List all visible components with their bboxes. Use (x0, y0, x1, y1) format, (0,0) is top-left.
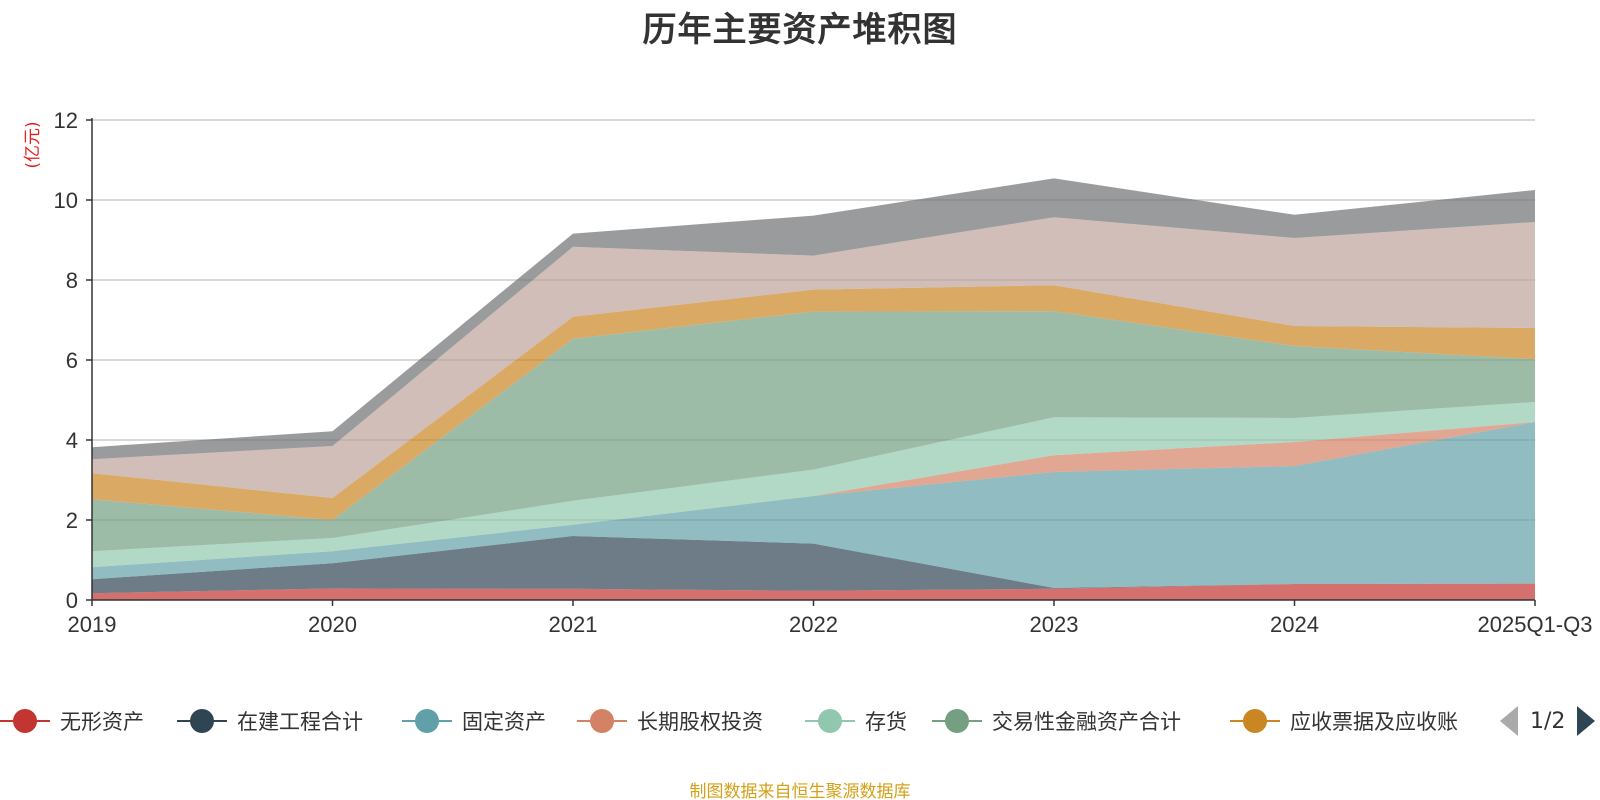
chart-title: 历年主要资产堆积图 (642, 10, 958, 50)
legend-item[interactable]: 长期股权投资 (577, 706, 763, 736)
legend-item[interactable]: 应收票据及应收账 (1230, 706, 1458, 736)
area-9 (92, 178, 1535, 460)
area-7 (92, 285, 1535, 520)
legend-label: 在建工程合计 (237, 710, 363, 734)
y-tick-label: 6 (66, 348, 78, 373)
x-tick-label: 2024 (1270, 612, 1319, 637)
page-indicator: 1/2 (1530, 708, 1566, 734)
legend-marker-icon (932, 706, 982, 736)
legend-item[interactable]: 交易性金融资产合计 (932, 706, 1181, 736)
x-tick-label: 2021 (549, 612, 598, 637)
legend-item[interactable]: 固定资产 (402, 706, 546, 736)
area-4 (92, 422, 1535, 568)
legend-marker-icon (0, 706, 50, 736)
area-2 (92, 536, 1535, 594)
next-page-icon[interactable] (1577, 706, 1596, 736)
legend-label: 交易性金融资产合计 (992, 710, 1181, 734)
area-5 (92, 402, 1535, 568)
x-tick-label: 2019 (68, 612, 117, 637)
area-3 (92, 422, 1535, 588)
legend-label: 存货 (865, 710, 907, 734)
legend-item[interactable]: 无形资产 (0, 706, 144, 736)
y-tick-label: 12 (54, 108, 78, 133)
legend: 无形资产 在建工程合计 固定资产 长期股权投资 存货 交易性金融资产合计 应收票据及应收账 (0, 706, 1600, 746)
y-tick-label: 0 (66, 588, 78, 613)
area-layers (92, 178, 1535, 600)
y-tick-label: 8 (66, 268, 78, 293)
prev-page-icon[interactable] (1500, 706, 1518, 736)
legend-marker-icon (1230, 706, 1280, 736)
legend-marker-icon (177, 706, 227, 736)
x-tick-label: 2023 (1030, 612, 1079, 637)
y-tick-label: 4 (66, 428, 78, 453)
area-8 (92, 217, 1535, 498)
legend-marker-icon (402, 706, 452, 736)
x-tick-label: 2025Q1-Q3 (1478, 612, 1593, 637)
legend-label: 无形资产 (60, 710, 144, 734)
legend-label: 应收票据及应收账 (1290, 710, 1458, 734)
y-tick-label: 10 (54, 188, 78, 213)
x-tick-label: 2022 (789, 612, 838, 637)
y-tick-label: 2 (66, 508, 78, 533)
legend-marker-icon (805, 706, 855, 736)
legend-item[interactable]: 存货 (805, 706, 907, 736)
legend-label: 长期股权投资 (637, 710, 763, 734)
legend-label: 固定资产 (462, 710, 546, 734)
source-note: 制图数据来自恒生聚源数据库 (689, 782, 911, 800)
y-axis-label: (亿元) (23, 121, 43, 168)
legend-item[interactable]: 在建工程合计 (177, 706, 363, 736)
x-tick-label: 2020 (308, 612, 357, 637)
legend-pager: 1/2 (1500, 706, 1596, 736)
legend-marker-icon (577, 706, 627, 736)
area-6 (92, 311, 1535, 552)
area-1 (92, 583, 1535, 600)
